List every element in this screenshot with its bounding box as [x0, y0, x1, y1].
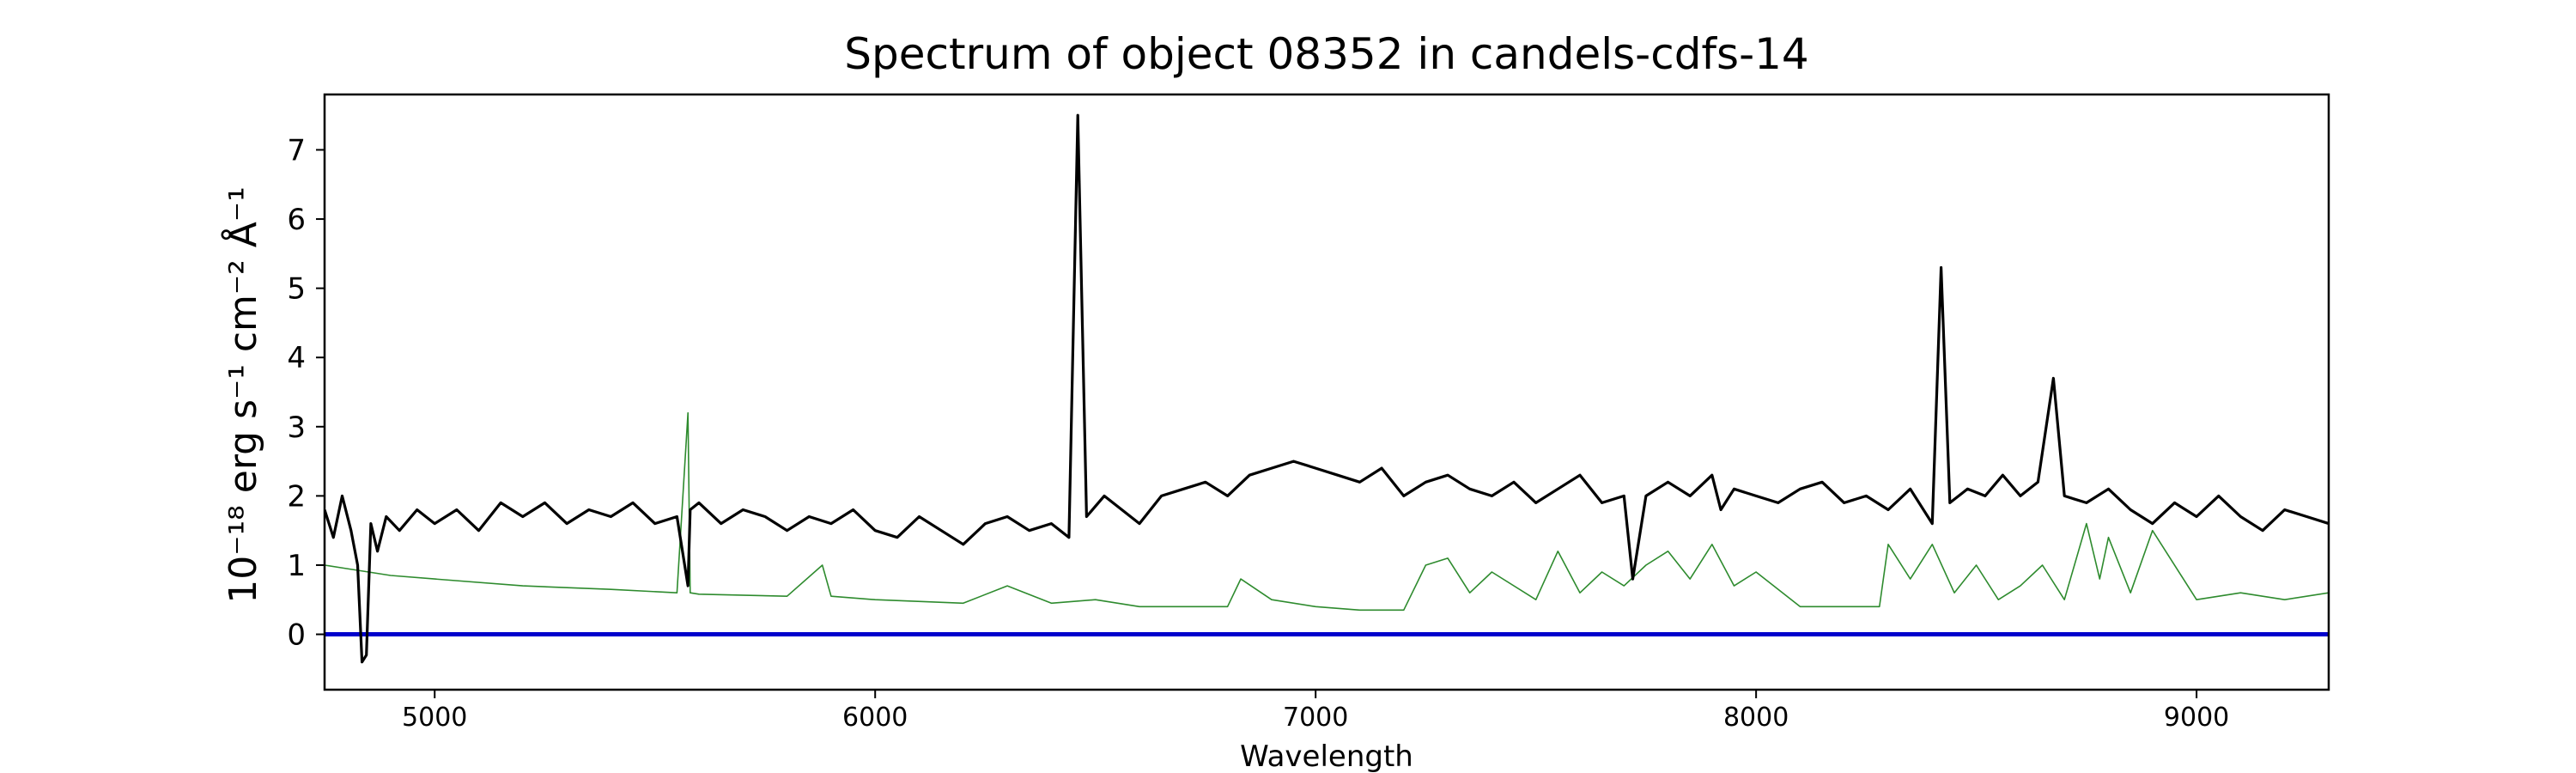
x-tick-label: 5000	[402, 703, 467, 733]
chart-title: Spectrum of object 08352 in candels-cdfs…	[844, 29, 1809, 79]
y-tick-label: 1	[287, 549, 306, 583]
y-tick-label: 6	[287, 203, 306, 237]
y-tick-label: 3	[287, 411, 306, 445]
flux-series-line	[325, 113, 2329, 664]
y-axis: 0 1 2 3 4 5 6 7	[287, 133, 325, 653]
x-axis: 5000 6000 7000 8000 9000	[402, 690, 2229, 733]
y-tick-label: 7	[287, 133, 306, 167]
error-series-line	[325, 411, 2329, 612]
x-tick-label: 8000	[1723, 703, 1789, 733]
y-tick-label: 4	[287, 341, 306, 375]
y-tick-label: 0	[287, 618, 306, 653]
plot-area	[325, 113, 2329, 664]
x-tick-label: 7000	[1283, 703, 1348, 733]
x-tick-label: 6000	[842, 703, 908, 733]
plot-frame	[323, 93, 2330, 691]
y-tick-label: 5	[287, 272, 306, 307]
x-tick-label: 9000	[2164, 703, 2229, 733]
y-tick-label: 2	[287, 479, 306, 514]
y-axis-label: 10⁻¹⁸ erg s⁻¹ cm⁻² Å⁻¹	[220, 186, 265, 603]
x-axis-label: Wavelength	[1240, 740, 1413, 773]
